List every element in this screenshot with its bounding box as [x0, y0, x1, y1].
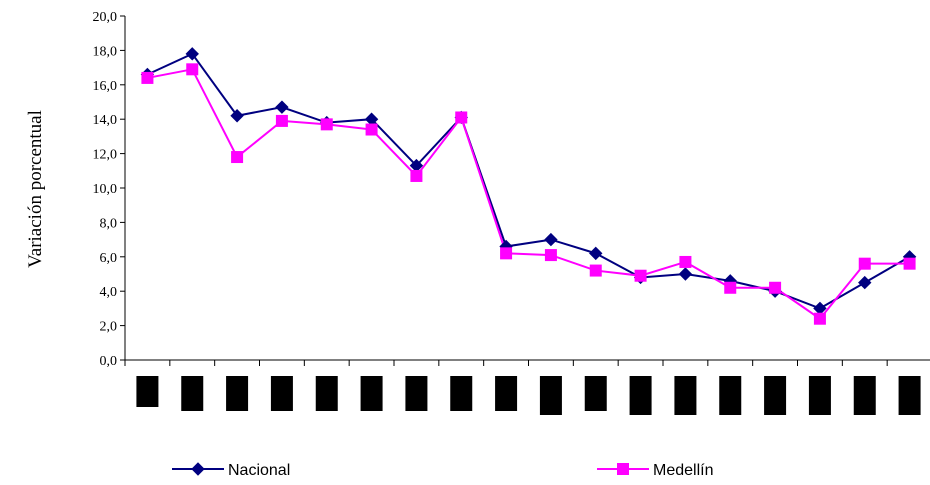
series-line-medellin — [147, 68, 910, 321]
data-point-nacional — [678, 267, 693, 281]
legend-marker — [617, 463, 629, 475]
x-category-label-block — [315, 376, 338, 411]
data-point-nacional — [544, 232, 558, 247]
x-category-label-block — [226, 376, 249, 411]
y-tick-label: 10,0 — [93, 182, 118, 197]
data-point-nacional — [185, 47, 199, 61]
data-point-nacional — [858, 275, 872, 290]
x-category-label-block — [136, 376, 159, 407]
x-category-label-block — [450, 376, 473, 411]
x-category-label-block — [853, 376, 876, 415]
data-point-nacional — [275, 100, 289, 114]
x-category-label-block — [270, 376, 293, 411]
data-point-medellin — [410, 169, 423, 182]
y-tick-label: 20,0 — [93, 10, 118, 25]
data-point-medellin — [186, 63, 199, 76]
legend-item-nacional: Nacional — [172, 462, 290, 479]
x-category-label-block — [360, 376, 383, 411]
legend-label: Medellín — [653, 462, 713, 479]
x-category-label-block — [764, 376, 787, 415]
x-category-label-block — [808, 376, 831, 415]
y-tick-label: 16,0 — [93, 79, 118, 94]
data-point-medellin — [634, 269, 647, 282]
x-category-label-block — [495, 376, 518, 411]
x-category-label-block — [584, 376, 607, 411]
data-point-medellin — [320, 118, 333, 131]
data-point-medellin — [275, 114, 288, 127]
y-tick-label: 4,0 — [100, 285, 118, 300]
x-category-label-block — [539, 376, 562, 415]
y-tick-label: 12,0 — [93, 148, 118, 163]
data-point-medellin — [231, 151, 244, 164]
y-tick-label: 6,0 — [100, 251, 118, 266]
x-category-label-block — [674, 376, 697, 415]
data-point-medellin — [589, 264, 602, 277]
data-point-nacional — [589, 246, 603, 261]
data-point-medellin — [724, 281, 737, 294]
data-point-medellin — [455, 111, 468, 124]
legend-item-medellin: Medellín — [597, 462, 713, 479]
x-category-label-block — [719, 376, 742, 415]
data-point-medellin — [769, 281, 782, 294]
data-point-medellin — [365, 123, 378, 136]
data-point-medellin — [858, 257, 871, 270]
data-point-medellin — [544, 249, 557, 262]
data-point-medellin — [679, 255, 692, 268]
legend-marker — [191, 462, 205, 476]
y-tick-label: 18,0 — [93, 44, 118, 59]
data-point-medellin — [141, 71, 154, 84]
y-tick-label: 0,0 — [100, 354, 118, 369]
y-tick-label: 2,0 — [100, 320, 118, 335]
data-point-medellin — [500, 247, 513, 260]
y-tick-label: 14,0 — [93, 113, 118, 128]
data-point-medellin — [903, 257, 916, 270]
x-category-label-block — [405, 376, 428, 411]
y-tick-label: 8,0 — [100, 216, 118, 231]
x-category-label-block — [181, 376, 204, 411]
y-axis-label: Variación porcentual — [25, 110, 46, 268]
series-line-nacional — [146, 52, 911, 310]
legend-label: Nacional — [228, 462, 290, 479]
data-point-medellin — [813, 312, 826, 325]
x-category-label-block — [898, 376, 921, 415]
data-point-nacional — [230, 109, 244, 123]
x-category-label-block — [629, 376, 652, 415]
